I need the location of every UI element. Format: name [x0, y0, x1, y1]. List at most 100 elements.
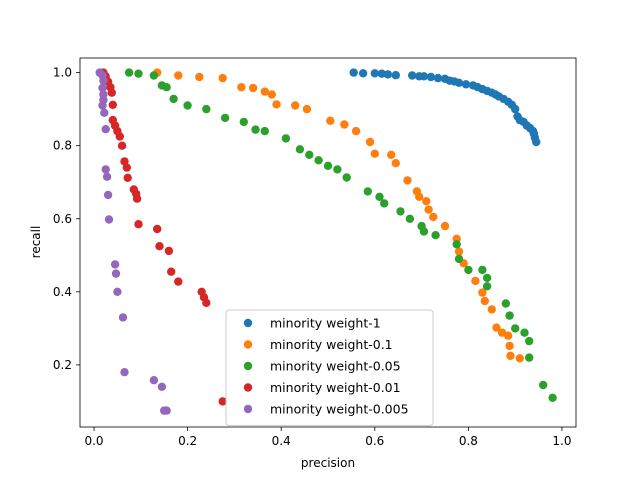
data-point	[482, 273, 492, 283]
y-axis-label: recall	[29, 226, 43, 259]
data-point	[480, 296, 489, 306]
data-point	[365, 137, 375, 147]
data-point	[162, 406, 171, 415]
data-point	[162, 83, 171, 92]
x-tick-label: 0.0	[84, 434, 103, 448]
data-point	[107, 88, 117, 97]
data-point	[342, 173, 351, 182]
data-point	[149, 376, 159, 385]
data-point	[520, 328, 529, 337]
data-point	[419, 72, 429, 81]
data-point	[454, 247, 464, 256]
data-point	[492, 323, 501, 332]
data-point	[505, 311, 514, 320]
data-point	[103, 190, 113, 200]
data-point	[120, 368, 129, 377]
data-point	[195, 72, 204, 82]
data-point	[478, 288, 487, 297]
data-point	[260, 126, 269, 136]
data-point	[123, 173, 132, 182]
x-axis-label: precision	[301, 456, 355, 470]
legend-marker	[243, 361, 253, 371]
data-point	[239, 117, 248, 127]
data-point	[113, 287, 122, 296]
data-point	[314, 156, 323, 165]
data-point	[260, 87, 269, 96]
data-point	[454, 78, 464, 88]
data-point	[340, 120, 349, 129]
y-tick-label: 0.2	[53, 358, 72, 372]
data-point	[525, 336, 534, 346]
data-point	[295, 145, 305, 154]
data-point	[403, 176, 412, 185]
data-point	[422, 197, 431, 206]
data-point	[99, 76, 108, 85]
data-point	[326, 116, 335, 126]
data-point	[380, 199, 389, 208]
data-point	[218, 73, 227, 83]
data-point	[115, 132, 125, 141]
data-point	[202, 298, 211, 307]
data-point	[506, 351, 515, 360]
data-point	[396, 207, 405, 216]
x-axis: 0.0 0.2 0.4 0.6 0.8 1.0	[84, 427, 572, 448]
data-point	[505, 341, 514, 351]
legend-marker	[243, 318, 253, 328]
data-point	[387, 150, 396, 159]
y-tick-label: 1.0	[53, 66, 72, 80]
data-point	[134, 220, 143, 229]
legend-label: minority weight-0.01	[270, 380, 401, 395]
data-point	[408, 71, 417, 80]
legend-marker	[243, 383, 253, 392]
data-point	[164, 246, 174, 256]
legend-label: minority weight-0.05	[270, 359, 401, 374]
y-tick-label: 0.6	[53, 212, 72, 226]
data-point	[183, 101, 192, 110]
data-point	[98, 83, 107, 93]
data-point	[111, 269, 121, 278]
data-point	[134, 69, 143, 78]
data-point	[358, 69, 368, 78]
data-point	[291, 101, 300, 110]
data-point	[532, 137, 541, 147]
data-point	[124, 68, 134, 77]
data-point	[153, 224, 162, 234]
data-point	[424, 205, 433, 214]
x-tick-label: 0.4	[272, 434, 291, 448]
data-point	[108, 100, 118, 110]
data-point	[478, 265, 487, 275]
data-point	[370, 149, 379, 158]
legend-label: minority weight-0.005	[270, 402, 409, 417]
data-point	[487, 305, 496, 314]
data-point	[363, 187, 372, 196]
data-point	[504, 331, 513, 340]
data-point	[155, 242, 164, 251]
data-point	[102, 172, 112, 181]
data-point	[429, 212, 438, 222]
x-tick-label: 0.6	[365, 434, 384, 448]
data-point	[157, 382, 167, 391]
data-point	[454, 254, 464, 264]
data-point	[267, 90, 276, 99]
data-point	[149, 71, 159, 80]
data-point	[433, 73, 443, 83]
data-point	[305, 150, 314, 159]
legend-box	[225, 309, 434, 426]
points-layer	[95, 68, 557, 415]
data-point	[501, 299, 510, 308]
legend-label: minority weight-1	[270, 316, 381, 331]
series-0	[349, 68, 541, 147]
data-point	[100, 108, 109, 118]
data-point	[248, 83, 258, 93]
legend: minority weight-1 minority weight-0.1 mino…	[225, 309, 434, 426]
data-point	[104, 215, 114, 224]
data-point	[122, 163, 131, 172]
data-point	[431, 231, 440, 240]
data-point	[391, 159, 400, 168]
data-point	[464, 265, 473, 275]
data-point	[118, 313, 128, 322]
data-point	[419, 227, 429, 236]
series-1	[153, 68, 524, 363]
data-point	[281, 134, 291, 143]
